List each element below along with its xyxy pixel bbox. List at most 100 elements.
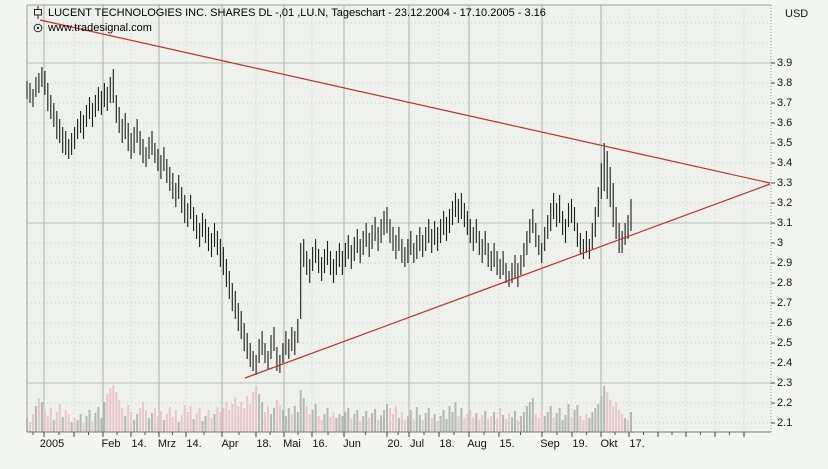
volume-bar xyxy=(603,386,606,432)
volume-bar xyxy=(207,410,210,432)
volume-bar xyxy=(392,414,394,432)
volume-bar xyxy=(151,413,153,432)
volume-bar xyxy=(630,412,632,432)
x-axis-label: Mrz xyxy=(157,438,177,450)
volume-bar xyxy=(368,418,371,432)
volume-bar xyxy=(273,408,275,432)
volume-bar xyxy=(555,413,558,432)
volume-bar xyxy=(156,416,159,432)
volume-bar xyxy=(308,414,311,432)
volume-bar xyxy=(228,410,231,432)
volume-bar xyxy=(609,400,612,432)
volume-bar xyxy=(386,404,388,432)
y-axis-label: 3.5 xyxy=(777,137,793,149)
volume-bar xyxy=(189,406,192,432)
volume-bar xyxy=(133,420,136,432)
volume-bar xyxy=(130,412,133,432)
volume-bar xyxy=(537,418,540,432)
volume-bar xyxy=(145,410,147,432)
volume-bar xyxy=(612,406,615,432)
y-axis-label: 2.8 xyxy=(777,277,793,289)
volume-bar xyxy=(201,421,204,432)
volume-bar xyxy=(103,402,106,432)
volume-bar xyxy=(442,410,445,432)
volume-bar xyxy=(451,412,454,432)
volume-bar xyxy=(344,412,347,432)
volume-bar xyxy=(472,417,475,432)
volume-bar xyxy=(255,386,258,432)
volume-bar xyxy=(153,408,156,432)
volume-bar xyxy=(61,417,64,432)
volume-bar xyxy=(546,412,549,432)
y-axis-label: 3.7 xyxy=(777,97,793,109)
volume-bar xyxy=(522,412,525,432)
volume-bar xyxy=(323,414,326,432)
y-axis-label: 2.3 xyxy=(777,377,793,389)
volume-bar xyxy=(278,405,281,432)
volume-bar xyxy=(490,416,493,432)
volume-bar xyxy=(177,422,180,432)
volume-bar xyxy=(359,421,362,432)
volume-bar xyxy=(121,408,124,432)
volume-bar xyxy=(427,408,430,432)
volume-bar xyxy=(615,402,618,432)
volume-bar xyxy=(231,404,234,432)
volume-bar xyxy=(582,420,585,432)
volume-bar xyxy=(412,419,415,432)
y-axis-label: 3.2 xyxy=(777,197,793,209)
volume-bar xyxy=(353,414,356,432)
volume-bar xyxy=(64,410,67,432)
volume-bar xyxy=(314,404,317,432)
volume-bar xyxy=(531,398,534,432)
volume-bar xyxy=(320,420,323,432)
volume-bar xyxy=(534,414,537,432)
chart-title-bar: LUCENT TECHNOLOGIES INC. SHARES DL -,01 … xyxy=(33,6,546,19)
volume-bar xyxy=(594,408,597,432)
volume-bar xyxy=(383,410,385,432)
volume-bar xyxy=(264,412,266,432)
volume-bar xyxy=(564,415,567,432)
volume-bar xyxy=(377,420,380,432)
volume-bar xyxy=(341,416,344,432)
x-axis-label: Jun xyxy=(343,438,361,450)
x-axis-label: Apr xyxy=(221,438,239,450)
watermark-bar: www.tradesignal.com xyxy=(33,22,152,34)
x-axis-label: 14. xyxy=(131,438,147,450)
volume-bar xyxy=(192,419,195,432)
volume-bar xyxy=(290,414,293,432)
volume-bar xyxy=(139,408,142,432)
volume-bar xyxy=(508,413,510,432)
volume-bar xyxy=(40,402,43,432)
volume-bar xyxy=(618,410,621,432)
volume-bar xyxy=(159,411,162,432)
y-axis-label: 2.2 xyxy=(777,397,793,409)
x-axis-label: 18. xyxy=(256,438,272,450)
x-axis-label: 19. xyxy=(572,438,588,450)
volume-bar xyxy=(397,418,400,432)
chart-pin-icon[interactable] xyxy=(33,6,43,19)
volume-bar xyxy=(389,408,391,432)
volume-bar xyxy=(180,415,183,432)
volume-bar xyxy=(58,404,61,432)
volume-bar xyxy=(281,410,284,432)
volume-bar xyxy=(34,406,37,432)
volume-bar xyxy=(293,406,296,432)
volume-bar xyxy=(165,414,168,432)
volume-bar xyxy=(317,416,320,432)
volume-bar xyxy=(43,410,46,432)
volume-bar xyxy=(588,418,591,432)
volume-bar xyxy=(421,420,424,432)
x-axis-label: 15. xyxy=(499,438,515,450)
volume-bar xyxy=(519,416,522,432)
volume-bar xyxy=(222,408,225,432)
volume-bar xyxy=(198,408,201,432)
volume-bar xyxy=(335,418,338,432)
volume-bar xyxy=(371,413,374,432)
x-axis-label: 14. xyxy=(186,438,202,450)
volume-bar xyxy=(118,400,121,432)
volume-bar xyxy=(37,398,40,432)
volume-bar xyxy=(183,405,186,432)
volume-bar xyxy=(400,412,403,432)
volume-bar xyxy=(433,414,436,432)
